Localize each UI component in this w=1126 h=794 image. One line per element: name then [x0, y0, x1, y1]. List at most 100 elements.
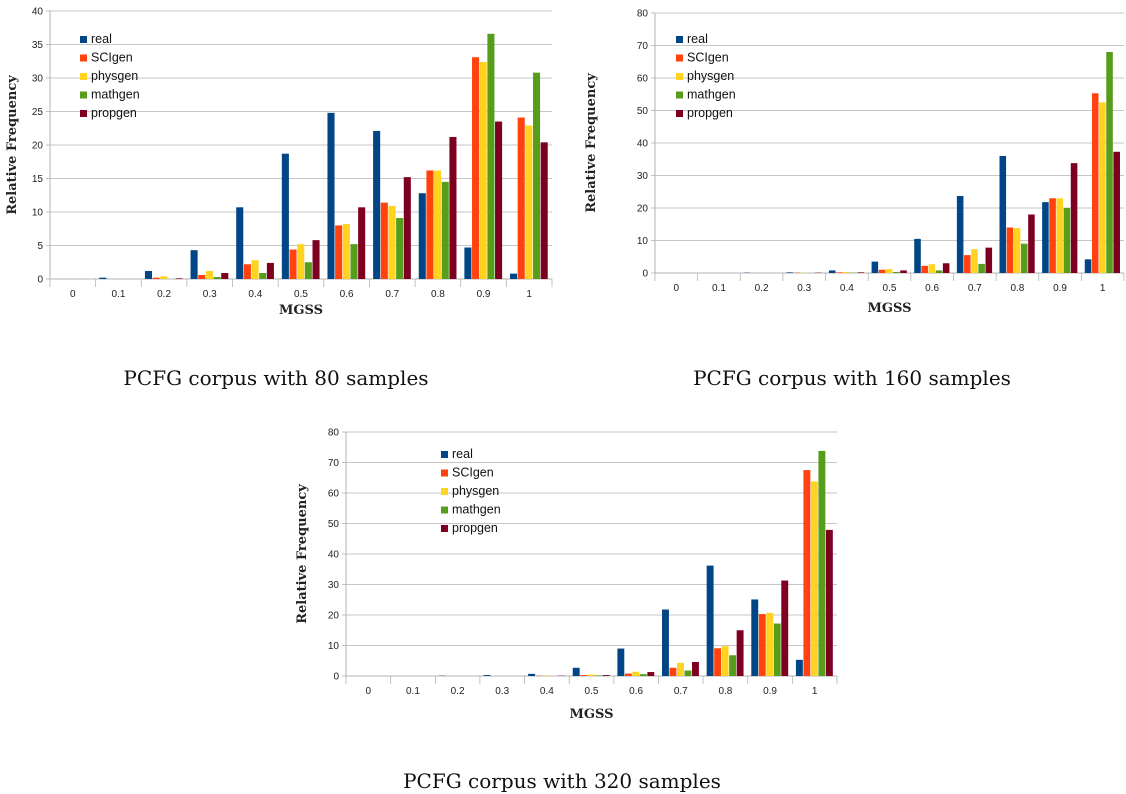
bar-real-0.8	[706, 565, 714, 676]
y-tick-label: 40	[637, 139, 649, 150]
y-tick-label: 35	[32, 40, 44, 51]
x-tick-label: 0.3	[203, 289, 217, 300]
y-tick-label: 20	[637, 204, 649, 215]
legend-swatch-mathgen	[441, 506, 448, 514]
bar-real-0.6	[914, 238, 921, 273]
legend-label-propgen: propgen	[91, 106, 137, 120]
chart-320-samples: 0 10 20 30 40 50 60 70 80 0 0.1 0.2 0.3 0.4 0.5 0.6 0.7 0…	[295, 428, 838, 722]
legend-swatch-SCIgen	[441, 469, 448, 477]
bar-propgen-0.5	[602, 675, 610, 676]
bar-mathgen-0.9	[487, 33, 495, 279]
x-tick-label: 0.4	[248, 289, 262, 300]
bar-SCIgen-1	[517, 117, 525, 279]
bar-SCIgen-0.8	[426, 170, 434, 279]
bar-physgen-0.5	[885, 269, 893, 273]
bar-propgen-0.6	[942, 263, 950, 273]
bar-physgen-0.6	[632, 671, 640, 676]
bar-propgen-0.8	[736, 630, 744, 676]
bar-physgen-1	[810, 481, 818, 676]
x-tick-label: 0	[674, 283, 680, 294]
legend-swatch-mathgen	[80, 91, 87, 99]
bar-real-0.5	[871, 261, 879, 273]
caption-320-samples: PCFG corpus with 320 samples	[403, 769, 721, 793]
bar-propgen-1	[1113, 151, 1120, 273]
bar-propgen-0.9	[1070, 163, 1078, 273]
legend-label-physgen: physgen	[91, 69, 138, 83]
y-tick-label: 0	[333, 672, 339, 683]
bar-SCIgen-0.6	[624, 673, 632, 676]
bar-SCIgen-0.2	[152, 277, 160, 279]
bar-real-0.6	[327, 112, 335, 279]
bar-propgen-0.6	[358, 207, 366, 279]
bar-real-0.1	[99, 277, 107, 279]
bar-mathgen-1	[533, 72, 541, 279]
x-tick-label: 0.8	[431, 289, 445, 300]
bar-real-0.7	[956, 195, 964, 273]
bar-physgen-0.8	[1013, 228, 1021, 273]
legend-label-mathgen: mathgen	[687, 88, 736, 102]
y-tick-label: 15	[32, 174, 44, 185]
bar-physgen-0.5	[587, 674, 595, 676]
y-tick-label: 20	[328, 611, 340, 622]
bar-SCIgen-0.7	[964, 255, 971, 273]
legend-label-SCIgen: SCIgen	[452, 466, 494, 480]
x-tick-label: 0.5	[883, 283, 897, 294]
bar-real-0.8	[999, 156, 1007, 273]
bar-real-1	[1084, 259, 1092, 273]
y-tick-label: 40	[32, 7, 44, 18]
bar-mathgen-0.9	[773, 623, 781, 676]
legend-label-physgen: physgen	[687, 69, 734, 83]
legend-label-propgen: propgen	[452, 521, 498, 535]
bar-propgen-1	[540, 142, 548, 279]
bar-physgen-0.9	[766, 612, 774, 676]
y-tick-label: 30	[32, 74, 44, 85]
bar-real-0.2	[144, 270, 152, 279]
bar-SCIgen-0.7	[669, 667, 677, 676]
bar-real-1	[795, 659, 803, 676]
bar-propgen-0.5	[312, 240, 320, 279]
bar-physgen-0.7	[388, 205, 396, 279]
legend-swatch-real	[441, 451, 448, 458]
bar-propgen-0.7	[692, 661, 699, 676]
bar-physgen-0.3	[205, 270, 213, 279]
y-tick-label: 40	[328, 550, 340, 561]
bar-physgen-0.4	[843, 272, 850, 273]
x-tick-label: 0.9	[1053, 283, 1067, 294]
y-tick-label: 25	[32, 107, 44, 118]
bar-physgen-0.6	[342, 224, 350, 279]
x-tick-label: 1	[812, 686, 818, 697]
x-tick-label: 0.7	[968, 283, 982, 294]
caption-80-samples: PCFG corpus with 80 samples	[123, 366, 429, 390]
bar-mathgen-0.8	[729, 655, 737, 676]
y-tick-label: 20	[32, 141, 44, 152]
legend-label-real: real	[91, 32, 112, 46]
x-tick-label: 0.9	[763, 686, 777, 697]
bar-mathgen-0.5	[304, 262, 312, 279]
x-tick-label: 0.5	[585, 686, 599, 697]
bar-SCIgen-0.7	[380, 202, 388, 279]
bar-physgen-1	[525, 125, 533, 279]
x-tick-label: 0.3	[495, 686, 509, 697]
legend-label-SCIgen: SCIgen	[687, 51, 729, 65]
legend-label-mathgen: mathgen	[91, 88, 140, 102]
bar-mathgen-0.5	[893, 272, 900, 273]
bar-SCIgen-0.6	[921, 265, 928, 273]
legend-label-mathgen: mathgen	[452, 503, 501, 517]
bar-mathgen-0.3	[213, 276, 221, 279]
legend-swatch-physgen	[80, 73, 87, 80]
x-tick-label: 0.6	[925, 283, 939, 294]
y-tick-label: 5	[37, 241, 43, 252]
x-tick-label: 0.1	[712, 283, 726, 294]
bar-SCIgen-0.9	[1049, 198, 1056, 273]
y-tick-label: 0	[37, 275, 43, 286]
x-tick-label: 0.7	[385, 289, 399, 300]
bar-physgen-0.4	[251, 260, 259, 279]
legend-swatch-real	[80, 36, 87, 43]
bar-propgen-0.8	[449, 136, 457, 279]
bar-SCIgen-0.5	[878, 269, 886, 273]
y-tick-label: 10	[32, 208, 44, 219]
bar-SCIgen-0.6	[335, 225, 343, 279]
bar-SCIgen-0.8	[1006, 227, 1014, 273]
bar-mathgen-0.7	[684, 670, 692, 676]
legend-swatch-physgen	[441, 488, 448, 495]
